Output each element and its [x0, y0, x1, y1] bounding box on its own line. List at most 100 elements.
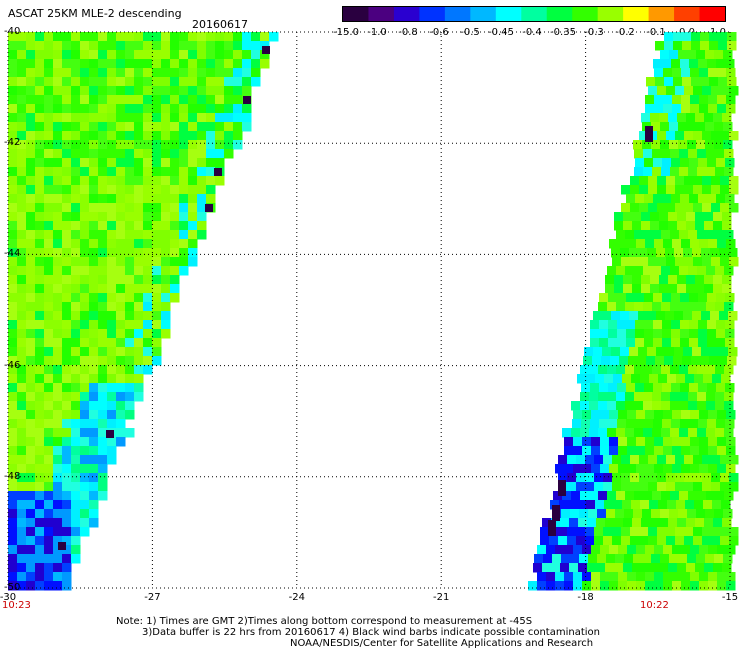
swath-cell [8, 455, 18, 465]
swath-cell [53, 284, 63, 294]
swath-cell [134, 374, 144, 384]
swath-cell [134, 302, 144, 312]
swath-cell [576, 482, 586, 492]
swath-cell [564, 545, 574, 555]
swath-cell [35, 194, 45, 204]
swath-cell [251, 77, 261, 87]
swath-cell [251, 59, 261, 69]
swath-cell [697, 230, 707, 240]
swath-cell [152, 95, 162, 105]
swath-cell [35, 545, 45, 555]
swath-cell [134, 356, 144, 366]
swath-cell [53, 203, 63, 213]
swath-cell [170, 59, 180, 69]
swath-cell [708, 572, 718, 582]
swath-cell [71, 293, 81, 303]
swath-cell [689, 338, 699, 348]
swath-cell [706, 230, 716, 240]
swath-cell [107, 248, 117, 258]
swath-cell [576, 527, 586, 537]
swath-cell [35, 41, 45, 51]
swath-cell [179, 203, 189, 213]
swath-cell [53, 311, 63, 321]
swath-cell [724, 365, 734, 375]
swath-cell [98, 284, 108, 294]
swath-cell [694, 374, 704, 384]
swath-cell [686, 275, 696, 285]
swath-cell [116, 365, 126, 375]
swath-cell [572, 419, 582, 429]
swath-cell [707, 293, 717, 303]
colorbar-segment [521, 7, 548, 21]
swath-cell [197, 185, 207, 195]
swath-cell [720, 257, 730, 267]
swath-cell [605, 284, 615, 294]
swath-cell [215, 41, 225, 51]
swath-cell [728, 248, 738, 258]
swath-cell [639, 185, 649, 195]
swath-cell [675, 176, 685, 186]
swath-cell [670, 149, 680, 159]
swath-cell [242, 59, 252, 69]
swath-cell [653, 320, 663, 330]
swath-cell [170, 95, 180, 105]
swath-cell [98, 185, 108, 195]
swath-cell [724, 392, 734, 402]
swath-cell [693, 131, 703, 141]
swath-cell [708, 104, 718, 114]
swath-cell [89, 410, 99, 420]
swath-cell [562, 491, 572, 501]
swath-cell [179, 68, 189, 78]
swath-cell [597, 554, 607, 564]
swath-cell [586, 500, 596, 510]
swath-cell [672, 437, 682, 447]
swath-cell [107, 347, 117, 357]
swath-cell [71, 401, 81, 411]
swath-cell [686, 212, 696, 222]
swath-cell [8, 338, 18, 348]
swath-cell [98, 239, 108, 249]
swath-cell [17, 176, 27, 186]
swath-cell [717, 446, 727, 456]
swath-cell [17, 437, 27, 447]
swath-cell [26, 392, 36, 402]
swath-cell [686, 221, 696, 231]
swath-cell [528, 581, 538, 591]
swath-cell [35, 428, 45, 438]
swath-cell [716, 59, 726, 69]
swath-cell [711, 86, 721, 96]
swath-cell [640, 500, 650, 510]
swath-cell [599, 293, 609, 303]
swath-cell [599, 329, 609, 339]
contamination-pixel [214, 168, 222, 176]
swath-cell [627, 545, 637, 555]
swath-cell [652, 365, 662, 375]
swath-cell [698, 383, 708, 393]
swath-cell [681, 410, 691, 420]
swath-cell [576, 473, 586, 483]
swath-cell [717, 572, 727, 582]
swath-cell [650, 284, 660, 294]
swath-cell [197, 149, 207, 159]
swath-cell [62, 563, 72, 573]
swath-cell [89, 356, 99, 366]
swath-cell [98, 221, 108, 231]
swath-cell [573, 572, 583, 582]
swath-cell [71, 167, 81, 177]
swath-cell [44, 527, 54, 537]
swath-cell [26, 140, 36, 150]
swath-cell [125, 410, 135, 420]
swath-cell [17, 473, 27, 483]
swath-cell [626, 419, 636, 429]
swath-cell [125, 95, 135, 105]
swath-cell [717, 581, 727, 591]
swath-cell [26, 383, 36, 393]
swath-cell [62, 68, 72, 78]
swath-cell [125, 257, 135, 267]
swath-cell [161, 311, 171, 321]
swath-cell [170, 221, 180, 231]
swath-cell [17, 464, 27, 474]
swath-cell [143, 221, 153, 231]
swath-cell [665, 248, 675, 258]
swath-cell [670, 401, 680, 411]
